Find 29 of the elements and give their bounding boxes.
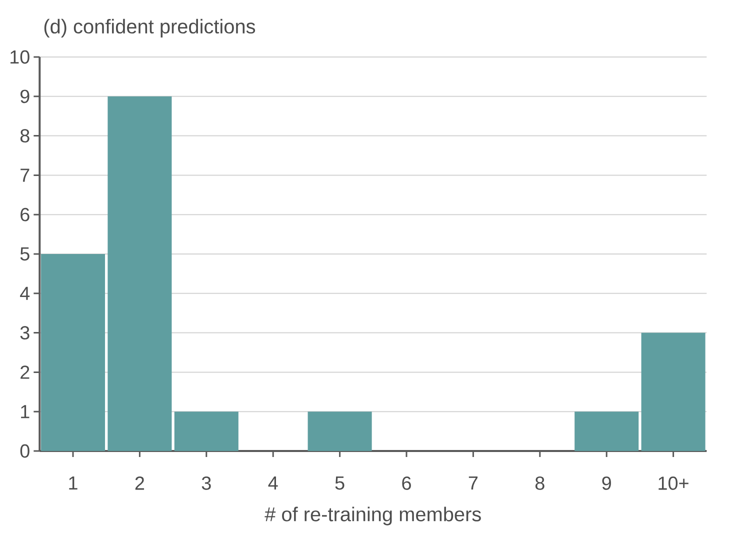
bar (174, 412, 238, 451)
x-tick-label: 2 (135, 476, 144, 490)
x-tick-label: 4 (268, 476, 278, 490)
y-tick-label: 4 (20, 286, 30, 300)
y-tick-label: 8 (20, 129, 30, 142)
x-tick-label: 5 (335, 476, 344, 490)
y-tick-label: 9 (20, 90, 30, 104)
x-tick-label: 9 (602, 476, 611, 490)
x-tick-label: 3 (202, 476, 211, 490)
y-tick-label: 7 (20, 168, 30, 182)
x-tick-label: 1 (69, 476, 78, 490)
bar (108, 96, 172, 451)
bar (574, 412, 639, 451)
y-tick-label: 3 (20, 326, 30, 340)
y-tick-label: 5 (20, 247, 30, 261)
y-tick-label: 0 (20, 444, 30, 458)
x-tick-label: 7 (468, 476, 478, 490)
y-tick-label: 10 (10, 50, 30, 64)
y-tick-label: 1 (21, 405, 30, 418)
y-tick-label: 6 (20, 208, 30, 222)
chart-title: (d) confident predictions (44, 18, 256, 38)
x-tick-label: 6 (402, 476, 411, 490)
x-tick-label: 8 (535, 476, 544, 490)
y-tick-label: 2 (20, 366, 30, 379)
bar (641, 332, 706, 451)
x-tick-label: 10+ (658, 476, 688, 490)
bar (308, 412, 372, 451)
x-axis-title: # of re-training members (264, 506, 481, 526)
bar (40, 254, 106, 451)
